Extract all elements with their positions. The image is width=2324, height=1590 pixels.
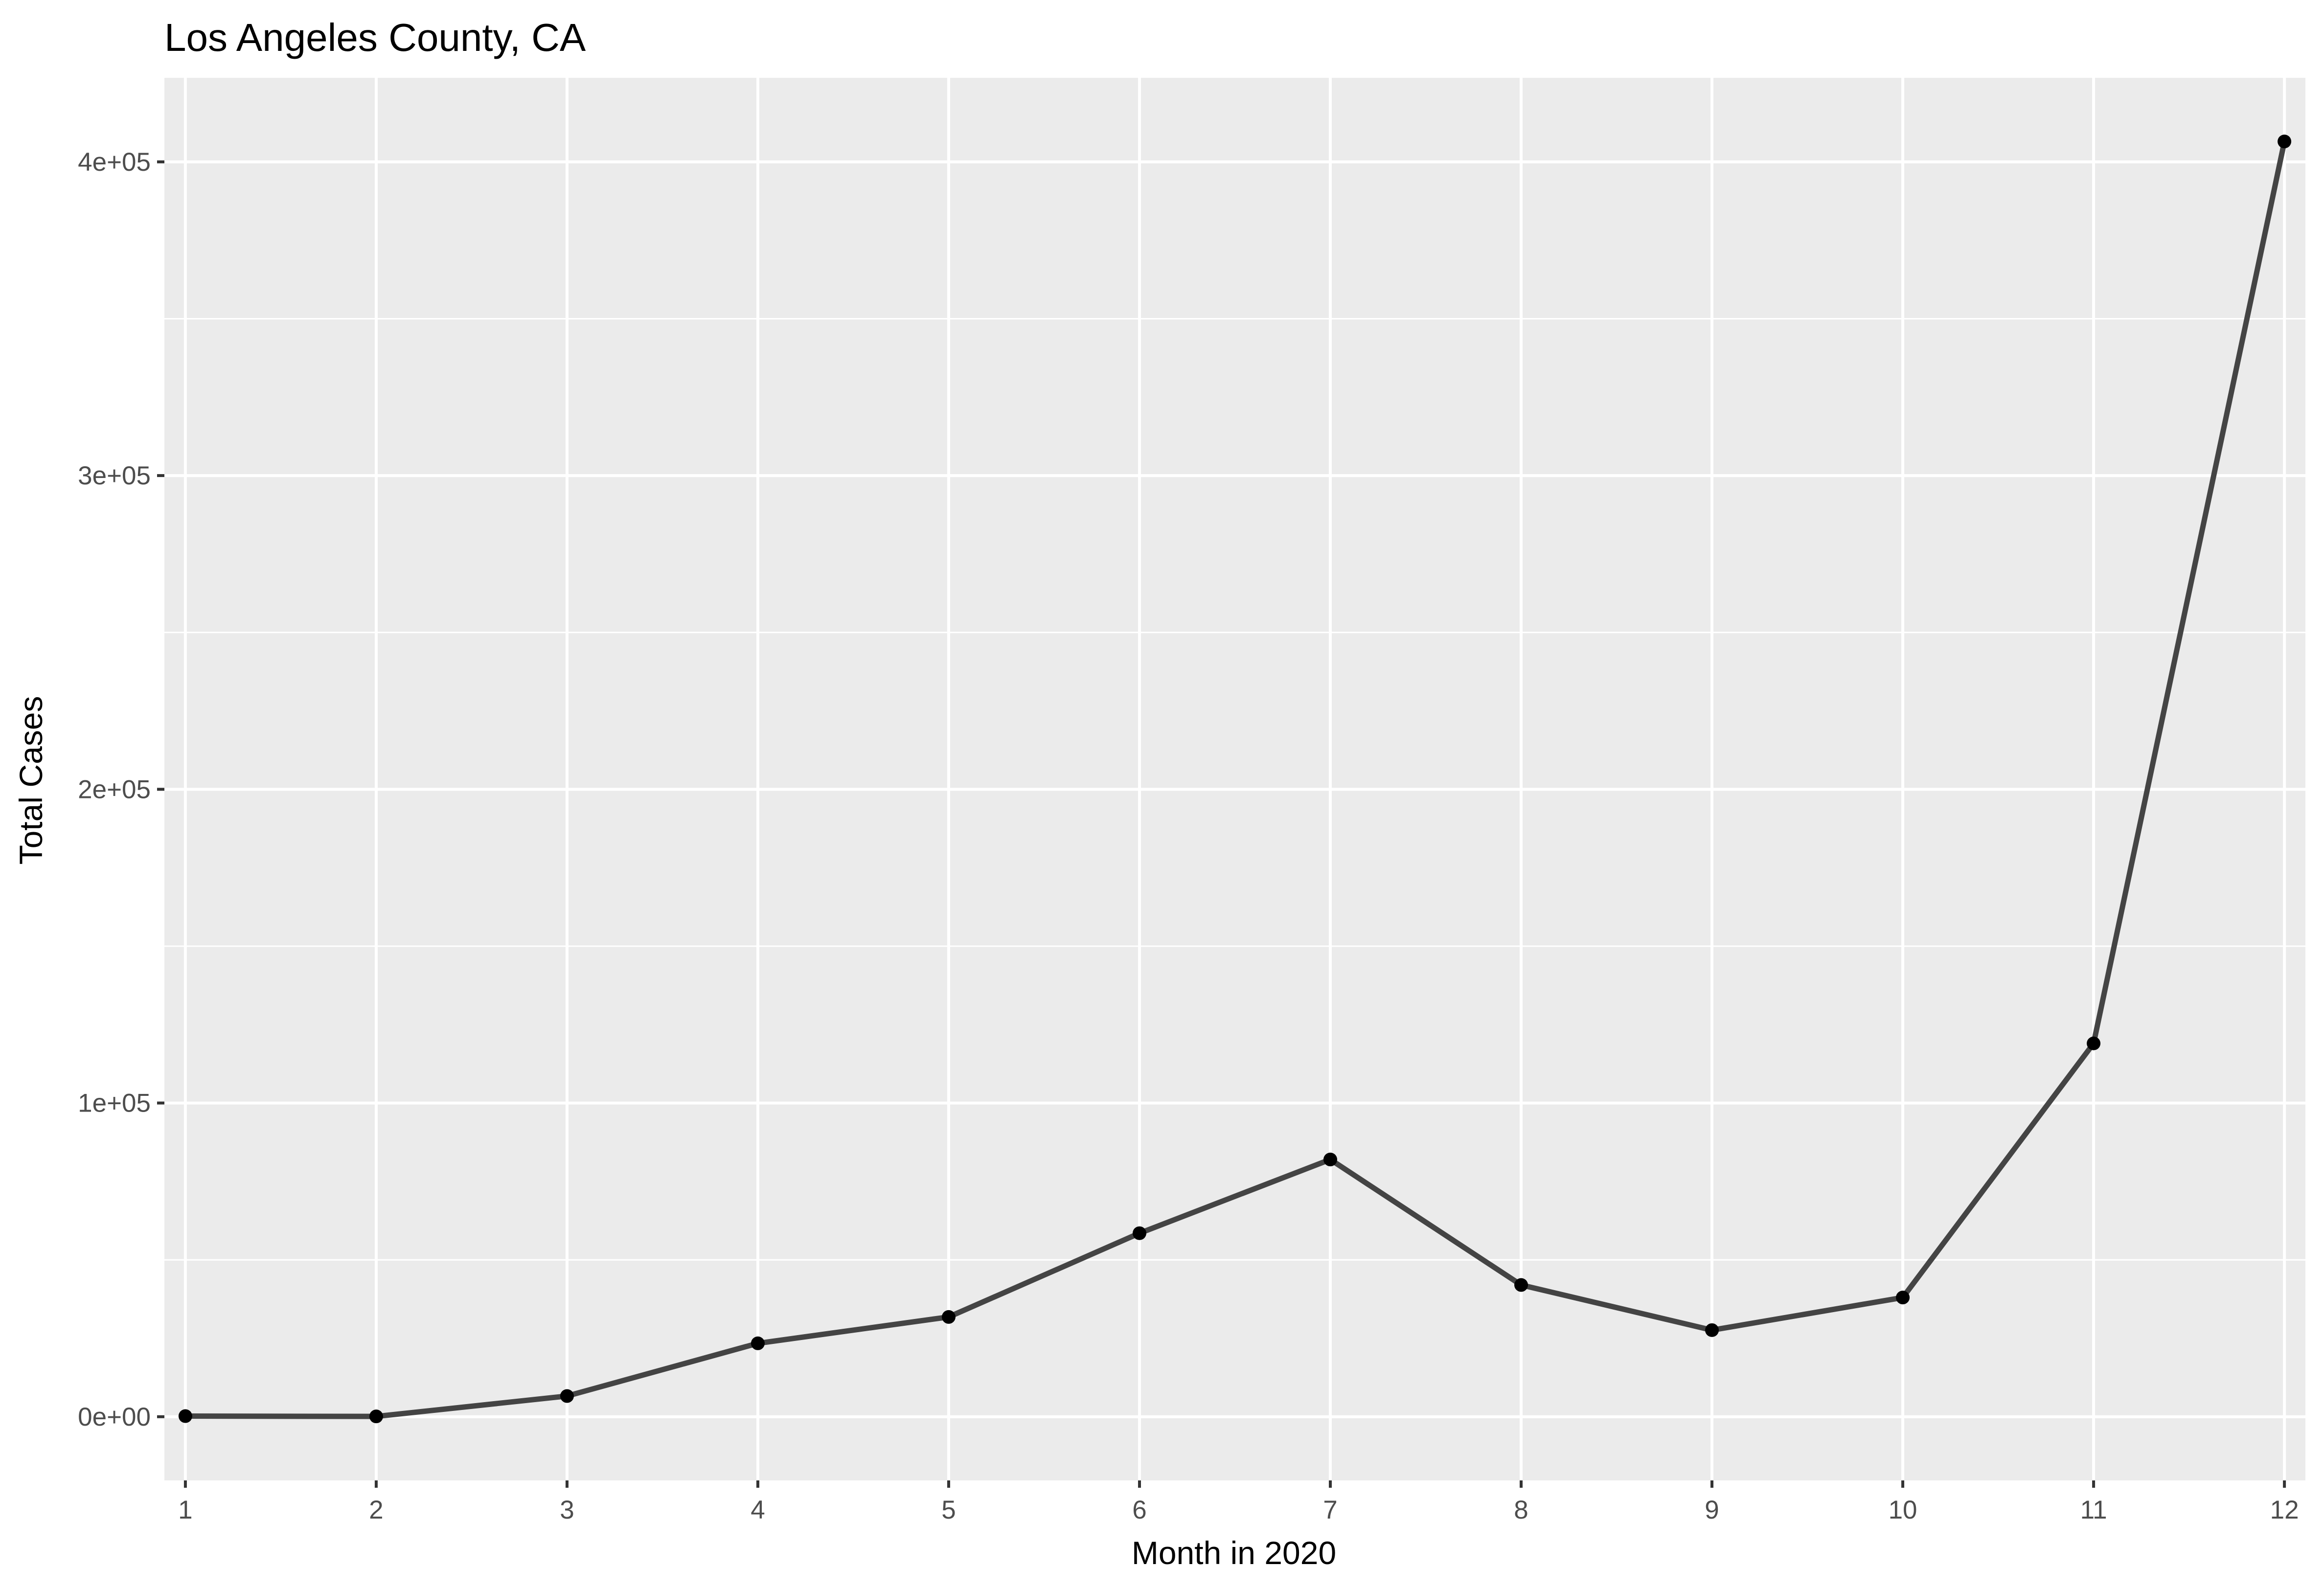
y-tick-label: 3e+05 <box>78 461 151 490</box>
data-point <box>1132 1226 1146 1240</box>
x-tick-label: 10 <box>1889 1496 1917 1524</box>
y-tick-label: 1e+05 <box>78 1089 151 1118</box>
x-tick-label: 6 <box>1132 1496 1146 1524</box>
data-point <box>1896 1291 1910 1305</box>
data-point <box>369 1409 383 1424</box>
x-tick-label: 4 <box>751 1496 765 1524</box>
x-tick-label: 3 <box>560 1496 574 1524</box>
data-point <box>2087 1036 2101 1050</box>
major-gridlines <box>164 78 2305 1480</box>
y-tick-label: 4e+05 <box>78 148 151 177</box>
x-tick-label: 11 <box>2080 1496 2107 1524</box>
data-point <box>560 1389 574 1403</box>
y-tick-label: 2e+05 <box>78 775 151 804</box>
data-point <box>178 1409 192 1423</box>
x-tick-label: 8 <box>1514 1496 1528 1524</box>
series-line <box>182 138 2287 1419</box>
x-tick-label: 9 <box>1705 1496 1719 1524</box>
data-point <box>941 1310 956 1324</box>
data-point <box>1705 1323 1719 1337</box>
series-layer <box>178 135 2292 1424</box>
plot-panel <box>164 78 2305 1480</box>
y-tick-label: 0e+00 <box>78 1403 151 1431</box>
data-point <box>1514 1278 1528 1292</box>
data-point <box>2278 135 2292 149</box>
data-point <box>751 1336 765 1350</box>
x-axis-label: Month in 2020 <box>1132 1535 1336 1571</box>
x-tick-label: 2 <box>369 1496 383 1524</box>
x-axis: 1 2 3 4 5 6 7 8 9 10 11 12 <box>178 1480 2299 1524</box>
x-tick-label: 12 <box>2270 1496 2299 1524</box>
x-tick-label: 5 <box>941 1496 956 1524</box>
x-tick-label: 7 <box>1323 1496 1337 1524</box>
data-point <box>1323 1153 1338 1167</box>
x-tick-label: 1 <box>178 1496 192 1524</box>
y-axis-label: Total Cases <box>13 696 49 865</box>
minor-gridlines <box>164 318 2305 1261</box>
y-axis: 0e+00 1e+05 2e+05 3e+05 4e+05 <box>78 148 164 1431</box>
chart-title: Los Angeles County, CA <box>164 16 586 59</box>
